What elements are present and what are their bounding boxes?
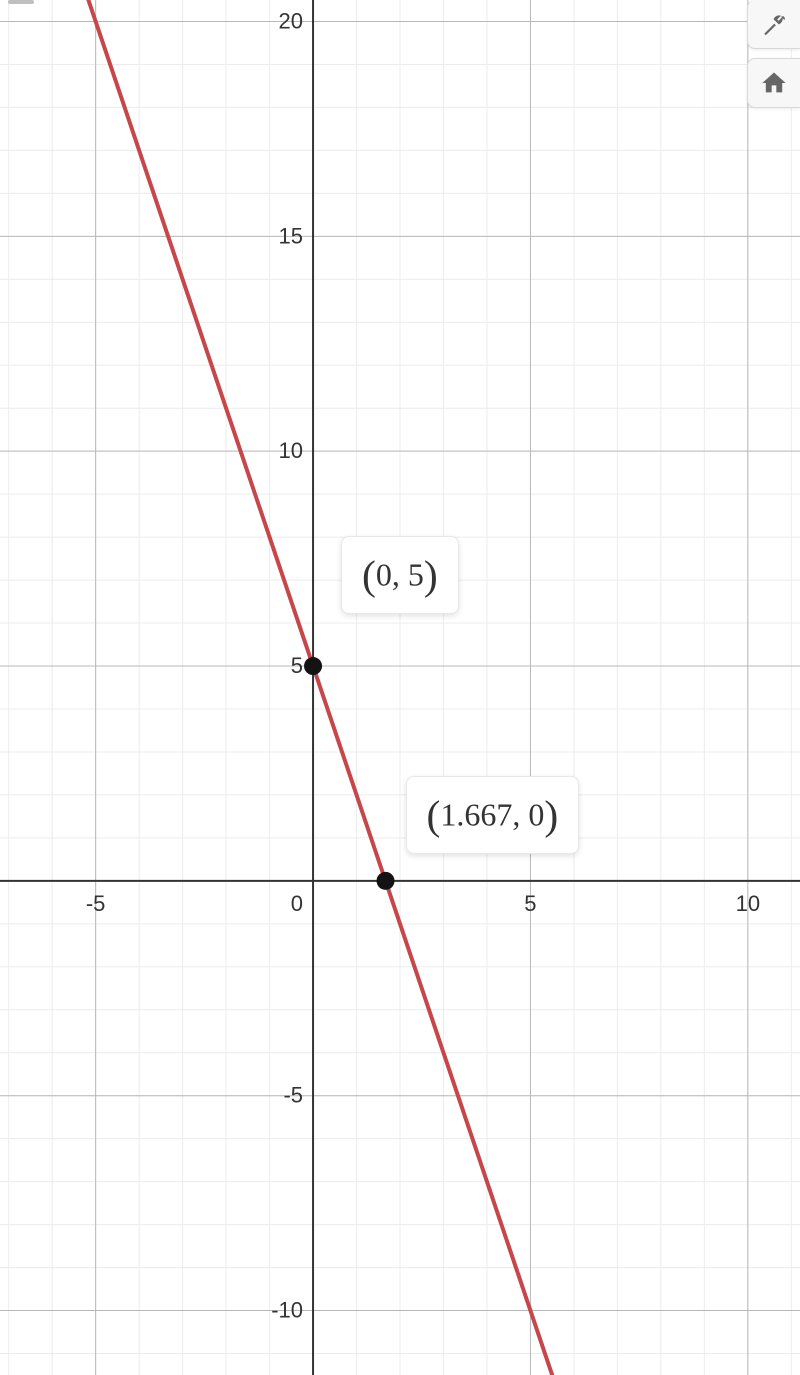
toolbar-button-home[interactable] xyxy=(747,58,800,108)
svg-text:0: 0 xyxy=(291,891,303,916)
graph-area[interactable]: -5 0 5 10 20 15 10 5 -5 -10 (0, 5) (1.667, 0) xyxy=(0,0,800,1375)
point-label[interactable]: (1.667, 0) xyxy=(406,776,580,854)
menu-handle[interactable] xyxy=(8,0,34,4)
home-icon xyxy=(760,69,788,97)
svg-text:-5: -5 xyxy=(86,891,106,916)
svg-text:15: 15 xyxy=(279,223,303,248)
svg-text:5: 5 xyxy=(291,653,303,678)
svg-text:10: 10 xyxy=(279,438,303,463)
wrench-icon xyxy=(761,11,787,37)
graph-svg[interactable]: -5 0 5 10 20 15 10 5 -5 -10 xyxy=(0,0,800,1375)
svg-text:20: 20 xyxy=(279,8,303,33)
svg-text:-10: -10 xyxy=(271,1298,303,1323)
svg-text:10: 10 xyxy=(736,891,760,916)
svg-text:5: 5 xyxy=(524,891,536,916)
svg-text:-5: -5 xyxy=(283,1083,303,1108)
toolbar-button-1[interactable] xyxy=(747,0,800,49)
point-label[interactable]: (0, 5) xyxy=(341,536,459,614)
